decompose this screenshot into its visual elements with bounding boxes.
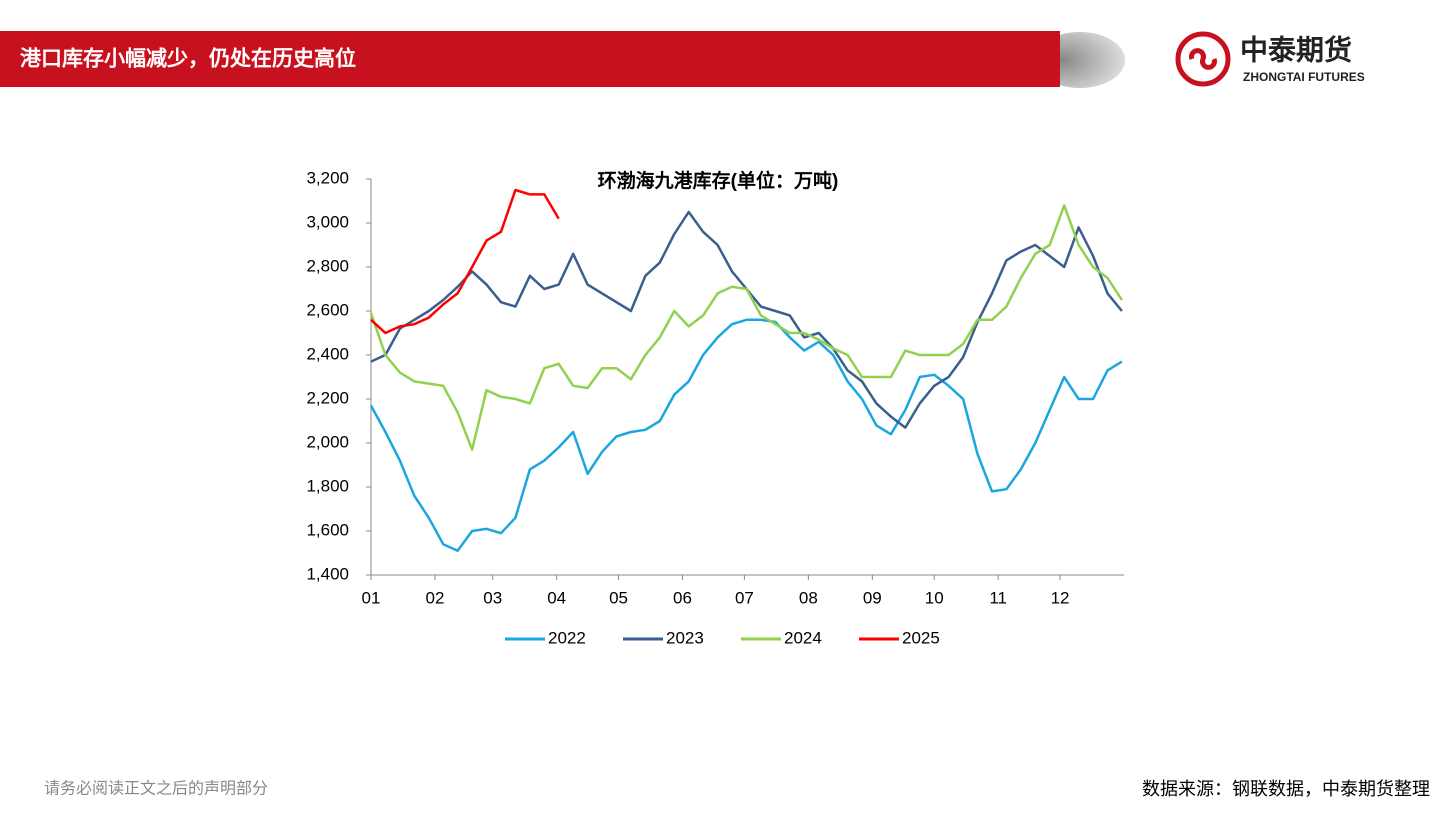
footer-source: 数据来源：钢联数据，中泰期货整理 (1142, 779, 1430, 799)
header-title: 港口库存小幅减少，仍处在历史高位 (20, 47, 356, 71)
x-tick-label: 02 (425, 588, 444, 607)
legend-label: 2025 (902, 628, 940, 647)
y-tick-label: 3,000 (306, 212, 349, 231)
legend-label: 2023 (666, 628, 704, 647)
x-tick-label: 12 (1051, 588, 1070, 607)
logo-ring (1175, 31, 1231, 87)
y-tick-label: 2,600 (306, 300, 349, 319)
x-tick-label: 08 (799, 588, 818, 607)
series-line (369, 204, 1123, 451)
x-tick-label: 03 (483, 588, 502, 607)
legend-label: 2024 (784, 628, 822, 647)
y-tick-label: 2,200 (306, 388, 349, 407)
legend-label: 2022 (548, 628, 586, 647)
y-tick-label: 2,800 (306, 256, 349, 275)
chart-title: 环渤海九港库存(单位：万吨) (598, 169, 839, 192)
x-tick-label: 01 (362, 588, 381, 607)
x-tick-label: 09 (863, 588, 882, 607)
x-tick-label: 10 (925, 588, 944, 607)
logo-name: 中泰期货 (1240, 33, 1352, 65)
x-tick-label: 05 (609, 588, 628, 607)
y-tick-label: 2,000 (306, 432, 349, 451)
header-bar (0, 31, 1060, 87)
y-tick-label: 2,400 (306, 344, 349, 363)
footer-disclaimer: 请务必阅读正文之后的声明部分 (44, 780, 268, 798)
logo: 中泰期货 ZHONGTAI FUTURES (1175, 31, 1365, 87)
x-tick-label: 11 (989, 588, 1007, 607)
y-tick-label: 1,800 (306, 476, 349, 495)
x-tick-label: 07 (735, 588, 754, 607)
y-tick-label: 1,600 (306, 520, 349, 539)
logo-sub: ZHONGTAI FUTURES (1243, 70, 1365, 84)
series-line (370, 188, 560, 335)
x-tick-label: 04 (547, 588, 566, 607)
series-line (369, 318, 1123, 553)
y-tick-label: 3,200 (306, 168, 349, 187)
logo-mark (1189, 48, 1217, 70)
x-tick-label: 06 (673, 588, 692, 607)
y-tick-label: 1,400 (306, 564, 349, 583)
plot: 1,400 1,600 1,800 2,000 2,200 2,400 2,600 2,800… (306, 168, 1124, 647)
